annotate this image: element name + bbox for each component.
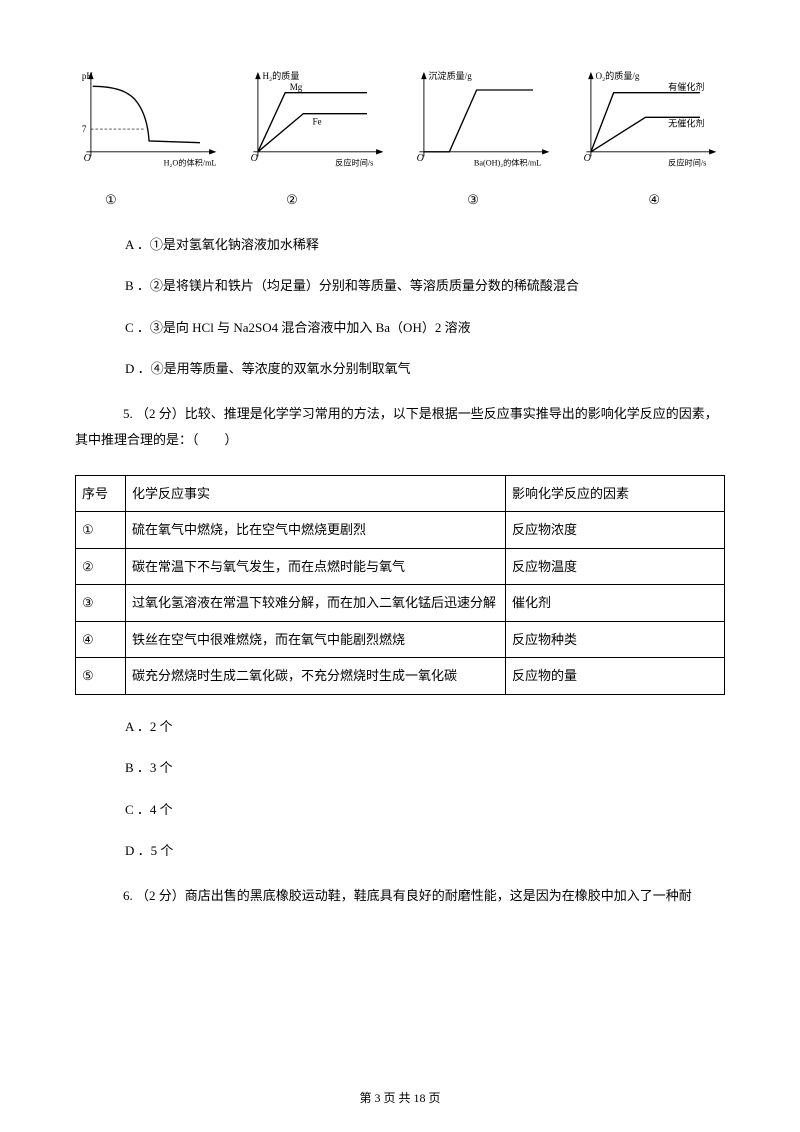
chart-num-2: ②: [286, 190, 298, 210]
cell-fact: 碳在常温下不与氧气发生，而在点燃时能与氧气: [126, 548, 506, 585]
chart-4: O₂的质量/g 反应时间/s 有催化剂 无催化剂 O: [575, 70, 725, 170]
table-header-row: 序号 化学反应事实 影响化学反应的因素: [76, 475, 725, 512]
option-b-b: B ．3 个: [125, 758, 725, 778]
cell-fact: 硫在氧气中燃烧，比在空气中燃烧更剧烈: [126, 512, 506, 549]
factors-table: 序号 化学反应事实 影响化学反应的因素 ① 硫在氧气中燃烧，比在空气中燃烧更剧烈…: [75, 475, 725, 695]
header-factor: 影响化学反应的因素: [506, 475, 725, 512]
y-label: O₂的质量/g: [595, 70, 639, 81]
label-b: 无催化剂: [668, 117, 704, 128]
cell-factor: 催化剂: [506, 585, 725, 622]
option-b-d: D ．5 个: [125, 841, 725, 861]
x-label: 反应时间/s: [335, 157, 373, 167]
cell-num: ④: [76, 621, 126, 658]
option-b-c: C ．4 个: [125, 800, 725, 820]
cell-fact: 过氧化氢溶液在常温下较难分解，而在加入二氧化锰后迅速分解: [126, 585, 506, 622]
cell-factor: 反应物的量: [506, 658, 725, 695]
cell-factor: 反应物种类: [506, 621, 725, 658]
table-row: ⑤ 碳充分燃烧时生成二氧化碳，不充分燃烧时生成一氧化碳 反应物的量: [76, 658, 725, 695]
option-d: D ．④是用等质量、等浓度的双氧水分别制取氧气: [125, 359, 725, 379]
x-label: H₂O的体积/mL: [164, 157, 217, 167]
svg-text:O: O: [250, 153, 257, 164]
table-row: ④ 铁丝在空气中很难燃烧，而在氧气中能剧烈燃烧 反应物种类: [76, 621, 725, 658]
x-label: 反应时间/s: [668, 157, 706, 167]
y-label: H₂的质量: [262, 70, 299, 81]
label-fe: Fe: [312, 117, 321, 127]
label-a: 有催化剂: [668, 81, 704, 92]
svg-text:O: O: [417, 153, 424, 164]
question-6: 6. （2 分）商店出售的黑底橡胶运动鞋，鞋底具有良好的耐磨性能，这是因为在橡胶…: [75, 883, 725, 909]
chart-num-3: ③: [467, 190, 479, 210]
label-mg: Mg: [289, 82, 302, 92]
charts-row: pH H₂O的体积/mL 7 O H₂的质量 反应时间/s Mg Fe O: [75, 70, 725, 170]
header-fact: 化学反应事实: [126, 475, 506, 512]
page-footer: 第 3 页 共 18 页: [0, 1089, 800, 1107]
table-row: ① 硫在氧气中燃烧，比在空气中燃烧更剧烈 反应物浓度: [76, 512, 725, 549]
q6-text: 6. （2 分）商店出售的黑底橡胶运动鞋，鞋底具有良好的耐磨性能，这是因为在橡胶…: [75, 883, 725, 909]
cell-num: ②: [76, 548, 126, 585]
cell-num: ⑤: [76, 658, 126, 695]
chart-1: pH H₂O的体积/mL 7 O: [75, 70, 225, 170]
svg-text:O: O: [84, 153, 91, 164]
option-c: C ．③是向 HCl 与 Na2SO4 混合溶液中加入 Ba（OH）2 溶液: [125, 318, 725, 338]
dash-label: 7: [82, 124, 87, 134]
table-row: ② 碳在常温下不与氧气发生，而在点燃时能与氧气 反应物温度: [76, 548, 725, 585]
svg-text:O: O: [584, 153, 591, 164]
header-num: 序号: [76, 475, 126, 512]
option-a: A ．①是对氢氧化钠溶液加水稀释: [125, 235, 725, 255]
x-label: Ba(OH)₂的体积/mL: [474, 157, 541, 167]
cell-factor: 反应物温度: [506, 548, 725, 585]
question-5: 5. （2 分）比较、推理是化学学习常用的方法，以下是根据一些反应事实推导出的影…: [75, 401, 725, 453]
chart-3: 沉淀质量/g Ba(OH)₂的体积/mL O: [408, 70, 558, 170]
cell-num: ①: [76, 512, 126, 549]
cell-fact: 铁丝在空气中很难燃烧，而在氧气中能剧烈燃烧: [126, 621, 506, 658]
option-b: B ．②是将镁片和铁片（均足量）分别和等质量、等溶质质量分数的稀硫酸混合: [125, 276, 725, 296]
chart-numbers: ① ② ③ ④: [75, 190, 725, 210]
chart-2: H₂的质量 反应时间/s Mg Fe O: [242, 70, 392, 170]
y-label: 沉淀质量/g: [429, 70, 473, 81]
table-row: ③ 过氧化氢溶液在常温下较难分解，而在加入二氧化锰后迅速分解 催化剂: [76, 585, 725, 622]
q5-text: 5. （2 分）比较、推理是化学学习常用的方法，以下是根据一些反应事实推导出的影…: [75, 401, 725, 453]
y-label: pH: [82, 71, 94, 81]
cell-fact: 碳充分燃烧时生成二氧化碳，不充分燃烧时生成一氧化碳: [126, 658, 506, 695]
option-b-a: A ．2 个: [125, 717, 725, 737]
cell-num: ③: [76, 585, 126, 622]
chart-num-4: ④: [648, 190, 660, 210]
chart-num-1: ①: [105, 190, 117, 210]
cell-factor: 反应物浓度: [506, 512, 725, 549]
